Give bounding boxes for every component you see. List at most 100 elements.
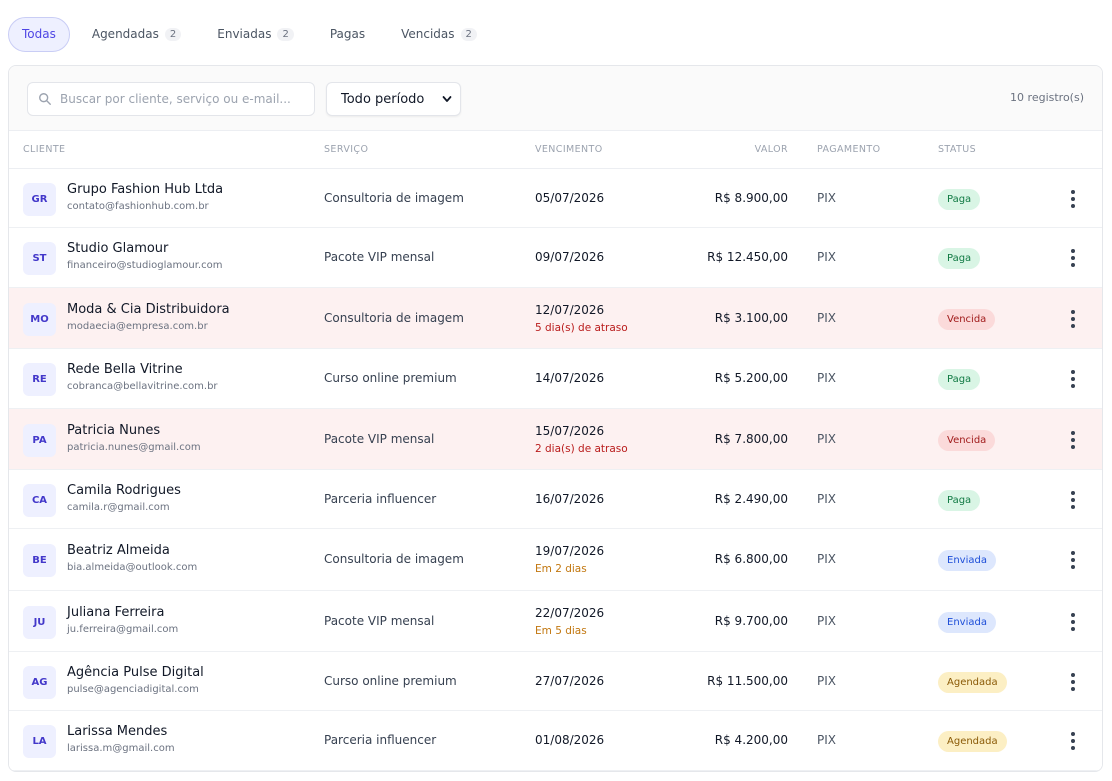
amount: R$ 5.200,00 [714,371,788,385]
menu-dot [1071,626,1075,631]
status-badge: Enviada [938,611,996,633]
amount: R$ 9.700,00 [714,613,788,628]
menu-dot [1071,504,1075,509]
avatar: ST [23,242,56,275]
payment-method: PIX [817,613,836,628]
amount: R$ 6.800,00 [714,552,788,566]
menu-dot [1071,739,1075,743]
menu-dot [1071,679,1075,684]
header-service: Serviço [324,144,369,155]
table-row[interactable]: CA Camila Rodrigues camila.r@gmail.com Parc… [9,470,1102,529]
amount: R$ 4.200,00 [714,733,788,747]
client-email: camila.r@gmail.com [67,501,170,513]
payment-method: PIX [817,371,836,385]
table-row[interactable]: ST Studio Glamour financeiro@studioglamour… [9,228,1102,288]
tab-label: Enviadas [217,27,272,41]
amount: R$ 3.100,00 [714,310,788,325]
period-select[interactable]: Todo período [326,82,461,116]
menu-dot [1071,370,1075,374]
more-vertical-icon[interactable] [1064,671,1082,693]
more-vertical-icon[interactable] [1064,247,1082,269]
due-date: 27/07/2026 [535,673,605,688]
table-row[interactable]: LA Larissa Mendes larissa.m@gmail.com Parce… [9,711,1102,771]
status-badge: Paga [938,248,981,269]
tab-todas[interactable]: Todas [8,16,70,52]
menu-dot [1071,672,1075,677]
due-note: Em 2 dias [535,563,587,575]
avatar: RE [23,363,56,396]
menu-dot [1071,189,1075,194]
tab-agendadas[interactable]: Agendadas 2 [78,17,195,52]
client-email: financeiro@studioglamour.com [67,260,223,271]
avatar: MO [23,302,56,336]
avatar: AG [23,665,56,699]
client-name: Studio Glamour [67,241,169,256]
avatar: PA [23,423,56,457]
table-row[interactable]: GR Grupo Fashion Hub Ltda contato@fashionh… [9,169,1102,228]
payment-method: PIX [817,552,836,566]
table-row[interactable]: BE Beatriz Almeida bia.almeida@outlook.com… [9,529,1102,591]
table-row[interactable]: PA Patricia Nunes patricia.nunes@gmail.com… [9,409,1102,470]
tab-pagas[interactable]: Pagas [316,17,379,52]
table-row[interactable]: MO Moda & Cia Distribuidora modaecia@empre… [9,288,1102,349]
due-date: 12/07/2026 [535,302,605,317]
tab-label: Todas [22,27,56,41]
more-vertical-icon[interactable] [1064,730,1082,752]
tab-vencidas[interactable]: Vencidas 2 [387,17,491,52]
amount: R$ 7.800,00 [714,431,788,446]
client-name: Grupo Fashion Hub Ltda [67,181,224,197]
status-badge: Vencida [938,308,996,330]
status-filter-tabs: Todas Agendadas 2 Enviadas 2 Pagas Vencidas 2 [8,16,499,52]
menu-dot [1071,263,1075,267]
payment-method: PIX [817,250,836,264]
status-badge: Paga [938,369,981,390]
more-vertical-icon[interactable] [1064,611,1082,633]
search-icon [39,93,51,105]
amount: R$ 2.490,00 [714,491,788,506]
due-note: 2 dia(s) de atraso [535,442,628,455]
table-header: Cliente Serviço Vencimento Valor Pagamen… [9,131,1102,169]
menu-dot [1071,249,1075,253]
more-vertical-icon[interactable] [1064,429,1082,451]
client-name: Larissa Mendes [67,724,168,739]
table-row[interactable]: AG Agência Pulse Digital pulse@agenciadigi… [9,652,1102,711]
avatar: BE [23,544,56,577]
menu-dot [1071,384,1075,388]
more-vertical-icon[interactable] [1064,188,1082,210]
avatar: JU [23,605,56,639]
service-name: Parceria influencer [324,733,437,747]
tab-label: Agendadas [91,27,159,41]
client-name: Patricia Nunes [67,422,161,438]
due-date: 16/07/2026 [535,491,605,506]
menu-dot [1071,196,1075,201]
more-vertical-icon[interactable] [1064,368,1082,390]
more-vertical-icon[interactable] [1064,308,1082,330]
amount: R$ 11.500,00 [707,673,788,688]
payment-method: PIX [817,733,836,747]
search-input[interactable] [60,92,300,106]
due-note: 5 dia(s) de atraso [535,321,628,334]
payment-method: PIX [817,431,836,446]
status-badge: Agendada [938,731,1007,752]
menu-dot [1071,619,1075,624]
status-badge: Paga [938,188,981,210]
menu-dot [1071,490,1075,495]
menu-dot [1071,558,1075,562]
menu-dot [1071,551,1075,555]
amount: R$ 8.900,00 [714,190,788,205]
more-vertical-icon[interactable] [1064,489,1082,511]
client-name: Beatriz Almeida [67,543,170,558]
tab-label: Vencidas [401,27,455,41]
tab-enviadas[interactable]: Enviadas 2 [203,17,308,52]
status-badge: Agendada [938,671,1007,693]
table-row[interactable]: JU Juliana Ferreira ju.ferreira@gmail.com P… [9,591,1102,652]
search-box[interactable] [27,82,315,116]
header-client: Cliente [23,144,66,155]
period-select-value: Todo período [341,91,425,107]
menu-dot [1071,732,1075,736]
more-vertical-icon[interactable] [1064,549,1082,571]
table-row[interactable]: RE Rede Bella Vitrine cobranca@bellavitrin… [9,349,1102,409]
menu-dot [1071,437,1075,442]
service-name: Curso online premium [324,673,457,688]
menu-dot [1071,497,1075,502]
